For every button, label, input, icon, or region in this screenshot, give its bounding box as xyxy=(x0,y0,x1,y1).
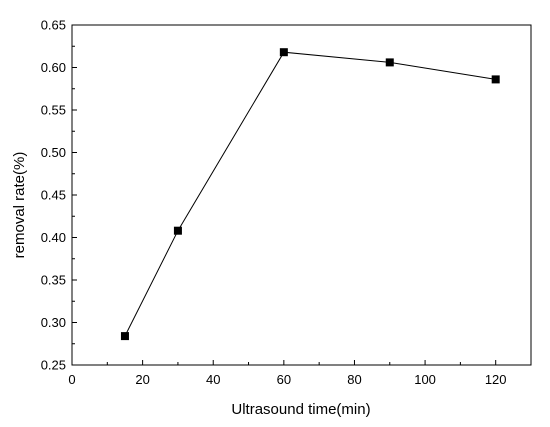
plot-frame xyxy=(71,24,532,366)
x-tick-label: 60 xyxy=(277,372,291,387)
series-layer xyxy=(120,48,500,341)
y-tick-label: 0.35 xyxy=(41,273,66,288)
data-point-marker xyxy=(385,58,394,67)
x-tick-label: 20 xyxy=(135,372,149,387)
y-tick-label: 0.60 xyxy=(41,60,66,75)
x-axis-ticks: 0 20 40 60 80 100 120 xyxy=(68,360,507,387)
x-tick-label: 100 xyxy=(414,372,436,387)
series-line xyxy=(124,51,496,337)
data-point-marker xyxy=(491,75,500,84)
x-tick-label: 120 xyxy=(485,372,507,387)
y-axis-ticks: 0.25 0.30 0.35 0.40 0.45 0.50 0.55 0.60 0.65 xyxy=(41,18,77,373)
y-tick-label: 0.40 xyxy=(41,230,66,245)
x-tick-label: 40 xyxy=(206,372,220,387)
data-point-marker xyxy=(173,226,182,235)
y-tick-label: 0.45 xyxy=(41,188,66,203)
x-tick-label: 80 xyxy=(347,372,361,387)
data-point-marker xyxy=(120,332,129,341)
y-tick-label: 0.30 xyxy=(41,315,66,330)
data-point-marker xyxy=(279,48,288,57)
y-tick-label: 0.50 xyxy=(41,145,66,160)
x-axis-title: Ultrasound time(min) xyxy=(231,401,370,418)
y-tick-label: 0.55 xyxy=(41,103,66,118)
y-tick-label: 0.65 xyxy=(41,18,66,33)
x-tick-label: 0 xyxy=(68,372,75,387)
y-tick-label: 0.25 xyxy=(41,358,66,373)
y-axis-title: removal rate(%) xyxy=(11,152,28,259)
